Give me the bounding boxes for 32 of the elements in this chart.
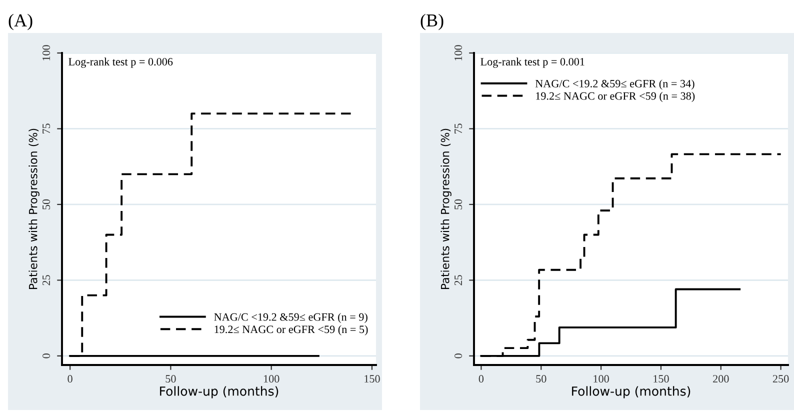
x-tick-label: 150 [364,375,380,383]
y-axis-title: Patients with Progression (%) [440,128,452,290]
x-tick-label: 0 [68,375,72,383]
legend-label: 19.2≤ NAGC or eGFR <59 (n = 38) [536,92,695,102]
x-tick-label: 100 [594,375,609,383]
annotation: Log-rank test p = 0.006 [68,58,173,68]
x-tick-label: 250 [772,375,789,383]
x-tick-label: 50 [166,375,176,383]
y-axis-title: Patients with Progression (%) [28,128,40,290]
legend-label: 19.2≤ NAGC or eGFR <59 (n = 5) [214,325,368,336]
y-tick-label: 25 [42,275,50,286]
y-tick-label: 100 [42,45,50,60]
y-tick-label: 50 [42,199,50,210]
y-tick-label: 25 [454,275,462,286]
annotation: Log-rank test p = 0.001 [480,58,584,68]
y-tick-label: 50 [454,199,462,210]
x-axis-title: Follow-up (months) [572,386,690,398]
x-tick-label: 150 [654,375,669,383]
y-tick-label: 75 [454,124,462,134]
x-tick-label: 50 [536,375,546,383]
chart-title: (A) [8,14,32,30]
x-axis-title: Follow-up (months) [160,386,278,398]
x-tick-label: 0 [478,375,484,383]
legend-label: NAG/C <19.2 &59≤ eGFR (n = 34) [535,80,694,90]
y-tick-label: 75 [42,124,50,134]
y-tick-label: 0 [42,354,50,358]
chart-title: (B) [420,14,444,30]
legend-label: NAG/C <19.2 &59≤ eGFR (n = 9) [214,312,368,324]
x-tick-label: 100 [264,375,280,383]
y-tick-label: 0 [454,354,462,358]
y-tick-label: 100 [454,45,462,60]
x-tick-label: 200 [713,375,729,383]
